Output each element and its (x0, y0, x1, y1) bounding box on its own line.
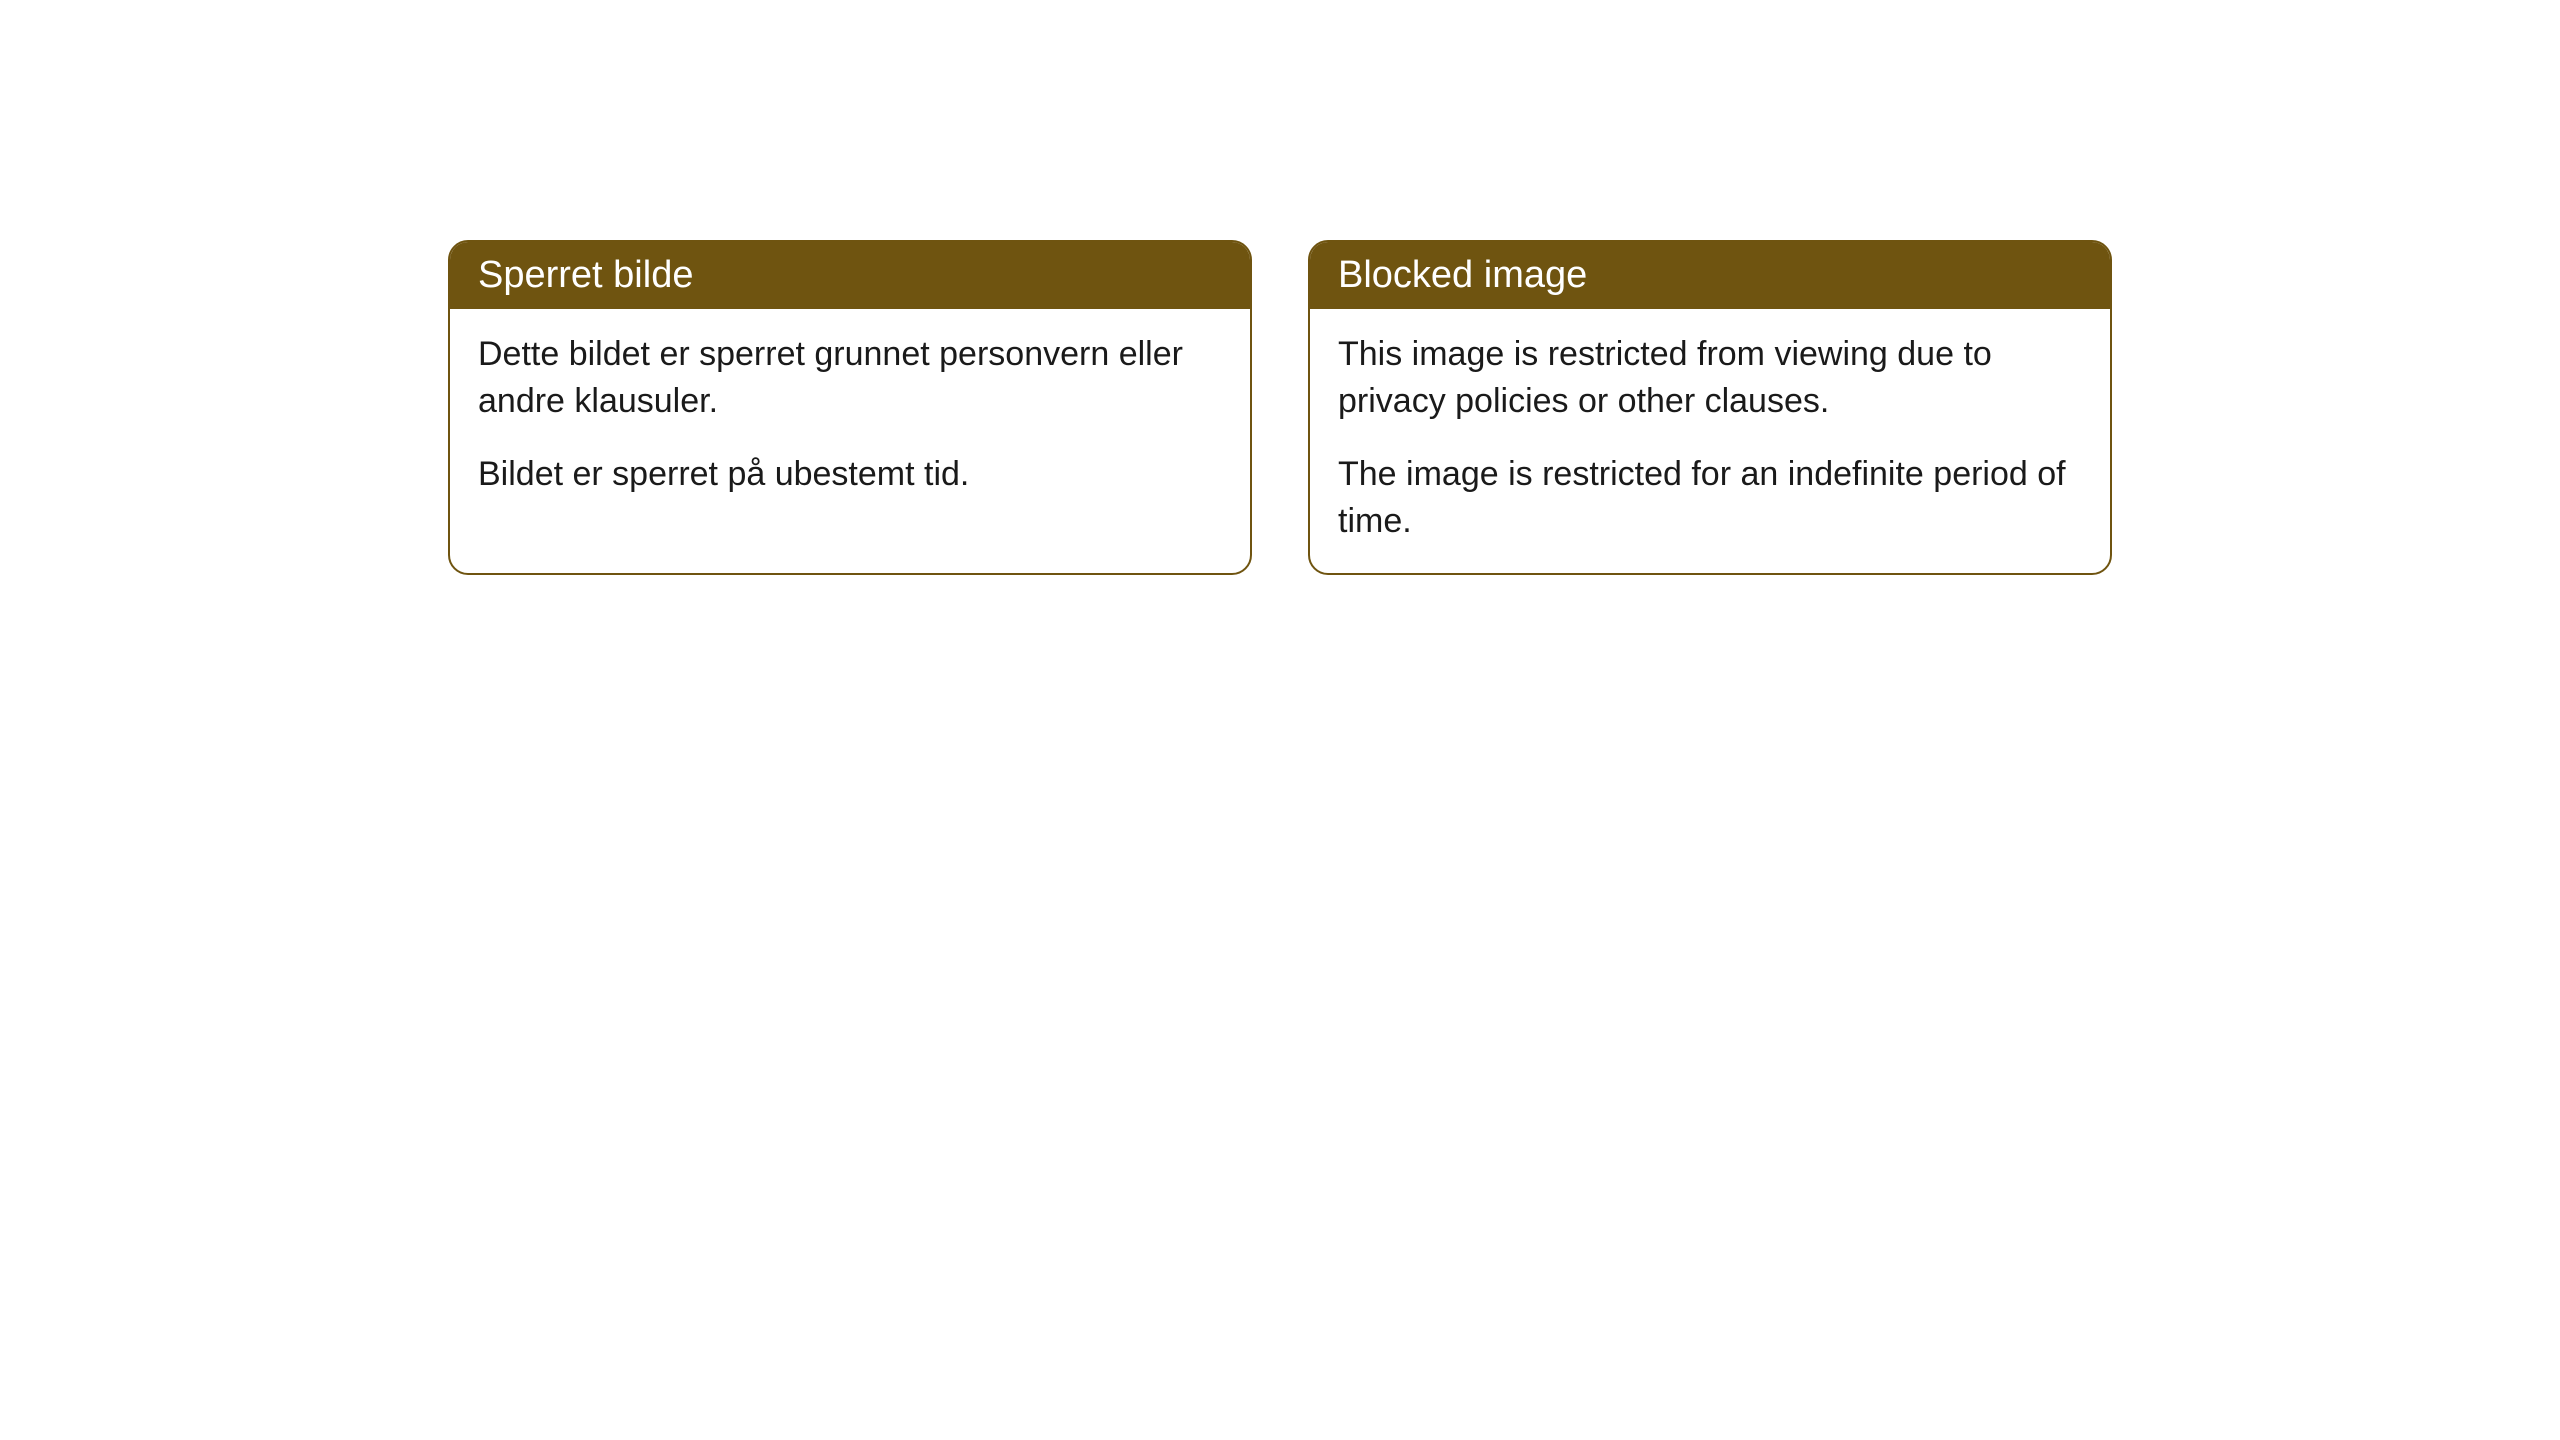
notice-card-english: Blocked image This image is restricted f… (1308, 240, 2112, 575)
card-paragraph: Dette bildet er sperret grunnet personve… (478, 331, 1222, 425)
card-paragraph: This image is restricted from viewing du… (1338, 331, 2082, 425)
card-header: Blocked image (1310, 242, 2110, 309)
notice-container: Sperret bilde Dette bildet er sperret gr… (448, 240, 2112, 575)
card-paragraph: Bildet er sperret på ubestemt tid. (478, 451, 1222, 498)
card-title: Sperret bilde (478, 254, 693, 296)
card-title: Blocked image (1338, 254, 1587, 296)
card-header: Sperret bilde (450, 242, 1250, 309)
card-body: This image is restricted from viewing du… (1310, 309, 2110, 573)
card-paragraph: The image is restricted for an indefinit… (1338, 451, 2082, 545)
card-body: Dette bildet er sperret grunnet personve… (450, 309, 1250, 526)
notice-card-norwegian: Sperret bilde Dette bildet er sperret gr… (448, 240, 1252, 575)
